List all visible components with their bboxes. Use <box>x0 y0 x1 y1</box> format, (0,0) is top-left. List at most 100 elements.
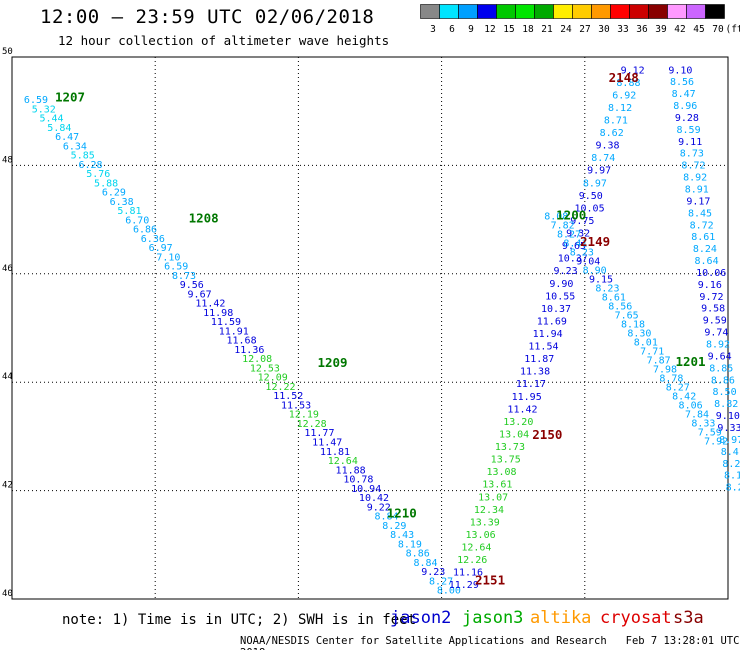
wave-height-value: 9.58 <box>701 304 725 315</box>
wave-height-value: 8.72 <box>690 220 714 231</box>
wave-height-value: 12.34 <box>474 505 504 516</box>
colorbar-label: 45 <box>693 24 704 35</box>
wave-height-value: 8.50 <box>713 387 737 398</box>
wave-height-value: 6.86 <box>133 225 157 236</box>
wave-height-value: 6.59 <box>24 95 48 106</box>
wave-height-value: 11.81 <box>320 447 350 458</box>
y-tick-label: 48 <box>2 155 13 165</box>
wave-height-value: 12.53 <box>250 363 280 374</box>
wave-height-value: 8.82 <box>714 399 738 410</box>
wave-height-value: 13.39 <box>470 517 500 528</box>
wave-height-value: 9.72 <box>699 292 723 303</box>
wave-height-value: 8.18 <box>621 320 645 331</box>
wave-height-value: 6.97 <box>149 243 173 254</box>
wave-height-value: 12.64 <box>328 456 358 467</box>
wave-height-value: 11.42 <box>507 404 537 415</box>
wave-height-value: 9.16 <box>698 280 722 291</box>
wave-height-value: 11.94 <box>533 329 563 340</box>
wave-height-value: 8.30 <box>627 329 651 340</box>
wave-height-value: 8.92 <box>683 173 707 184</box>
wave-height-value: 8.47 <box>672 89 696 100</box>
wave-height-value: 8.61 <box>691 232 715 243</box>
wave-height-value: 8.97 <box>583 178 607 189</box>
wave-height-value: 9.59 <box>703 316 727 327</box>
wave-height-value: 8.86 <box>711 375 735 386</box>
colorbar-label: 42 <box>674 24 685 35</box>
wave-height-value: 10.94 <box>351 484 381 495</box>
wave-height-value: 10.78 <box>343 475 373 486</box>
wave-height-value: 11.91 <box>219 326 249 337</box>
colorbar-label: 70 <box>712 24 724 35</box>
wave-height-value: 6.47 <box>55 132 79 143</box>
wave-height-scatter-chart: -180-177-174-171-168-1654042444648506.59… <box>2 47 740 600</box>
wave-height-value: 9.38 <box>595 141 619 152</box>
wave-height-value: 5.84 <box>47 123 71 134</box>
legend-jason2: jason2 <box>390 608 452 628</box>
wave-height-value: 8.12 <box>608 103 632 114</box>
wave-height-value: 7.87 <box>647 356 671 367</box>
wave-height-value: 11.29 <box>449 580 479 591</box>
wave-height-value: 6.70 <box>125 215 149 226</box>
wave-height-value: 5.85 <box>71 151 95 162</box>
y-tick-label: 40 <box>2 589 13 599</box>
wave-height-value: 5.81 <box>117 206 141 217</box>
wave-height-value: 10.37 <box>541 304 571 315</box>
wave-height-value: 7.10 <box>156 252 180 263</box>
wave-height-value: 8.74 <box>591 153 615 164</box>
wave-height-value: 8.78 <box>659 374 683 385</box>
pass-time-label: 1209 <box>317 355 347 370</box>
wave-height-value: 5.88 <box>94 178 118 189</box>
wave-height-value: 9.74 <box>704 328 728 339</box>
wave-height-value: 8.56 <box>670 77 694 88</box>
wave-height-value: 7.92 <box>704 437 728 448</box>
wave-height-value: 8.56 <box>608 302 632 313</box>
wave-height-value: 9.04 <box>576 257 600 268</box>
wave-height-value: 11.77 <box>304 428 334 439</box>
wave-height-value: 9.65 <box>562 241 586 252</box>
pass-time-label: 2151 <box>475 572 505 587</box>
legend-s3a: s3a <box>673 608 704 628</box>
y-tick-label: 50 <box>2 47 13 57</box>
wave-height-value: 8.73 <box>172 271 196 282</box>
colorbar-label: 18 <box>522 24 534 35</box>
wave-height-value: 8.96 <box>673 101 697 112</box>
wave-height-value: 8.01 <box>634 338 658 349</box>
wave-height-value: 11.53 <box>281 400 311 411</box>
wave-height-value: 9.67 <box>188 289 212 300</box>
wave-height-value: 11.52 <box>273 391 303 402</box>
wave-height-value: 11.87 <box>524 354 554 365</box>
wave-height-value: 12.64 <box>461 542 491 553</box>
wave-height-value: 10.37 <box>558 254 588 265</box>
wave-height-value: 9.33 <box>717 423 740 434</box>
colorbar-label: 39 <box>655 24 667 35</box>
wave-height-value: 10.06 <box>696 268 726 279</box>
wave-height-value: 13.20 <box>503 417 533 428</box>
wave-height-value: 12.19 <box>289 410 319 421</box>
wave-height-value: 11.36 <box>234 345 264 356</box>
wave-height-value: 8.84 <box>413 558 437 569</box>
wave-height-value: 8.43 <box>390 530 414 541</box>
y-tick-label: 44 <box>2 372 13 382</box>
wave-height-value: 6.38 <box>110 197 134 208</box>
wave-height-value: 9.12 <box>621 65 645 76</box>
wave-height-value: 5.44 <box>40 114 64 125</box>
colorbar-label: 6 <box>449 24 455 35</box>
wave-height-value: 11.98 <box>203 308 233 319</box>
wave-height-value: 11.54 <box>528 342 558 353</box>
colorbar-swatch <box>705 4 725 19</box>
colorbar-label: 30 <box>598 24 610 35</box>
wave-height-value: 8.59 <box>677 125 701 136</box>
colorbar-label: 3 <box>430 24 436 35</box>
wave-height-value: 9.97 <box>587 166 611 177</box>
legend-cryosat: cryosat <box>600 608 672 628</box>
wave-height-value: 10.05 <box>574 203 604 214</box>
wave-height-value: 13.08 <box>486 467 516 478</box>
wave-height-value: 9.50 <box>579 191 603 202</box>
wave-height-value: 13.73 <box>495 442 525 453</box>
wave-height-value: 12.08 <box>242 354 272 365</box>
wave-height-value: 9.64 <box>708 351 732 362</box>
wave-height-value: 7.65 <box>615 311 639 322</box>
colorbar-label: 36 <box>636 24 648 35</box>
wave-height-value: 11.17 <box>516 379 546 390</box>
